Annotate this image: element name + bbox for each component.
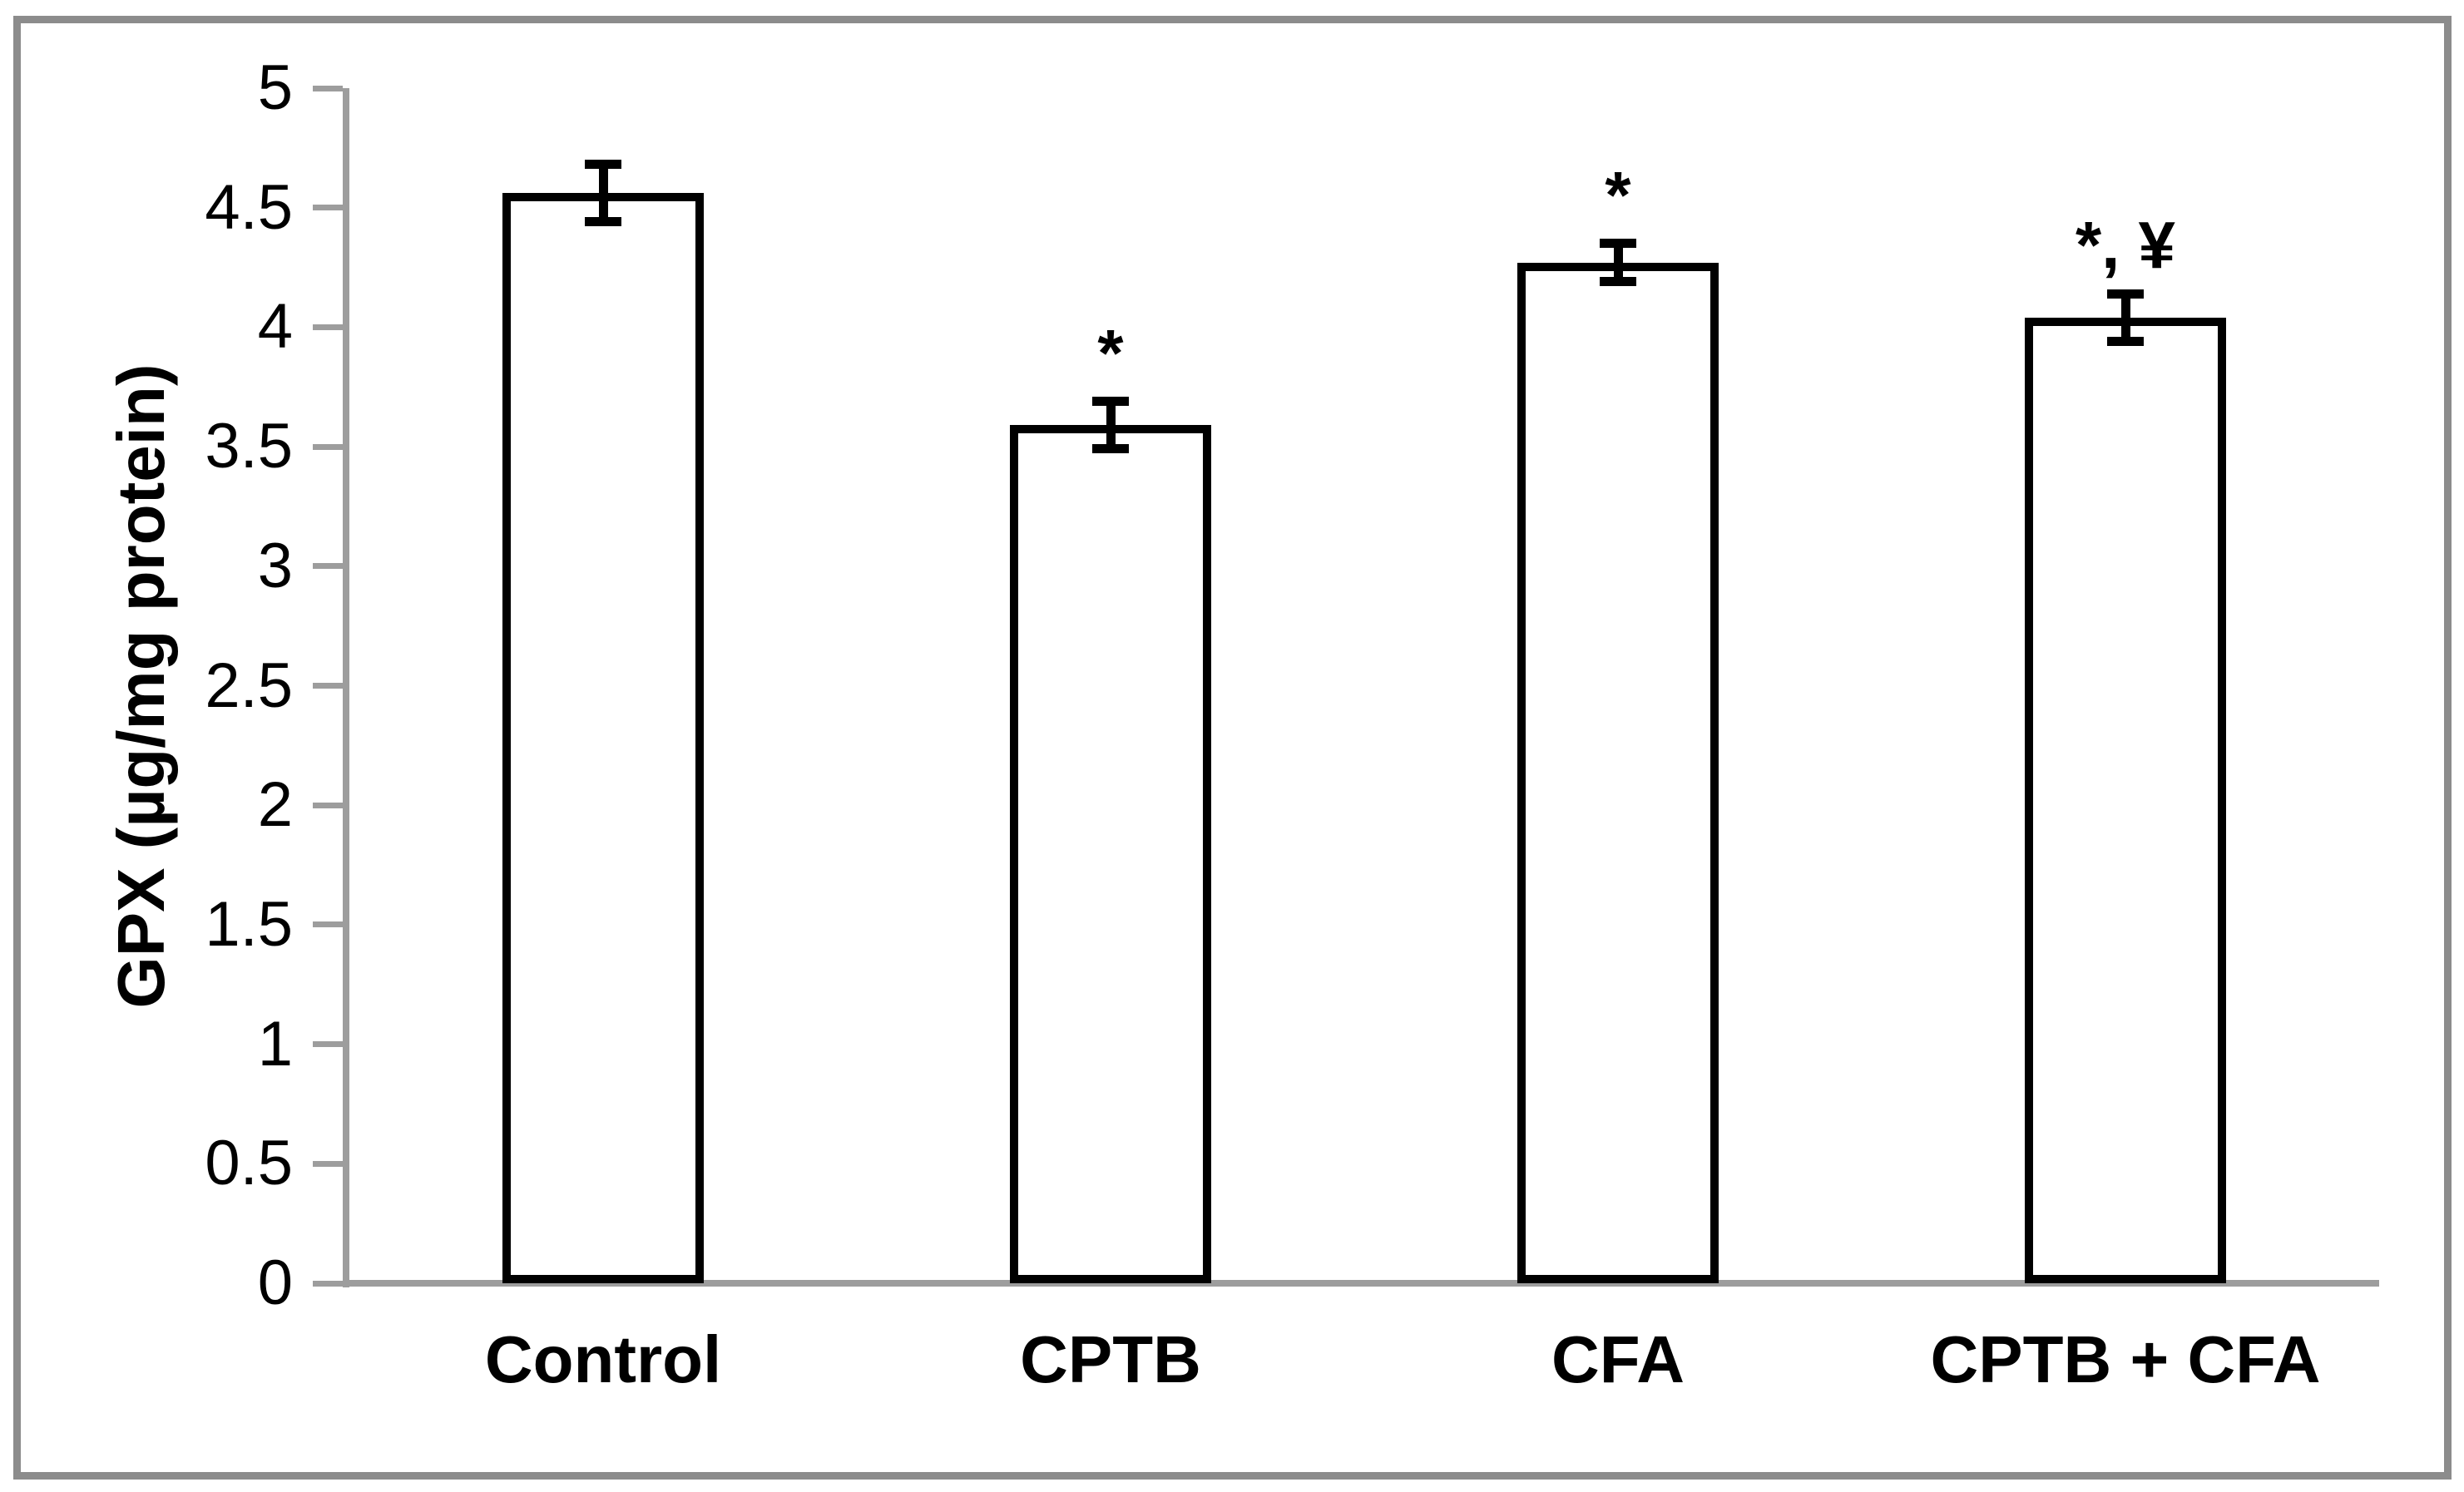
y-tick-label: 2 xyxy=(257,769,293,841)
error-bar-cap xyxy=(2107,289,2144,299)
error-bar-stem xyxy=(1613,243,1623,282)
bar-cptb-cfa xyxy=(2025,317,2226,1283)
significance-annotation: * xyxy=(1605,157,1631,232)
y-tick-mark xyxy=(313,563,343,570)
bar-cfa xyxy=(1517,262,1719,1283)
y-tick-mark xyxy=(313,921,343,928)
y-tick-mark xyxy=(313,1160,343,1167)
error-bar-cap xyxy=(1092,396,1129,406)
error-bar-cap xyxy=(1600,277,1636,287)
y-tick-label: 5 xyxy=(257,52,293,123)
y-tick-mark xyxy=(313,1041,343,1048)
y-tick-mark xyxy=(313,324,343,330)
y-axis-tick-labels: 0 0.5 1 1.5 2 2.5 3 3.5 4 4.5 5 xyxy=(0,55,293,1317)
x-category-label: CPTB + CFA xyxy=(1930,1322,2321,1396)
bar-control xyxy=(502,193,704,1283)
x-category-label: CFA xyxy=(1551,1322,1685,1396)
error-bar-cap xyxy=(1092,444,1129,454)
y-tick-label: 3.5 xyxy=(205,411,293,482)
significance-annotation: *, ¥ xyxy=(2075,208,2176,283)
x-category-label: CPTB xyxy=(1020,1322,1201,1396)
y-tick-label: 3 xyxy=(257,530,293,601)
y-tick-mark xyxy=(313,683,343,689)
error-bar-cap xyxy=(2107,337,2144,347)
error-bar-cap xyxy=(585,160,621,170)
plot-area: * * *, ¥ xyxy=(313,85,2379,1287)
y-tick-mark xyxy=(313,205,343,211)
bar-cptb xyxy=(1010,425,1211,1283)
figure-border xyxy=(13,16,2452,1480)
y-tick-mark xyxy=(313,1280,343,1287)
y-tick-label: 1 xyxy=(257,1008,293,1079)
y-tick-mark xyxy=(313,85,343,91)
x-category-label: Control xyxy=(484,1322,722,1396)
y-tick-label: 0.5 xyxy=(205,1128,293,1199)
y-tick-label: 1.5 xyxy=(205,888,293,960)
error-bar-cap xyxy=(1600,239,1636,249)
x-axis-line xyxy=(343,1280,2379,1287)
significance-annotation: * xyxy=(1097,315,1124,390)
x-axis-category-labels: Control CPTB CFA CPTB + CFA xyxy=(349,1325,2379,1425)
error-bar-stem xyxy=(2120,294,2130,342)
y-tick-mark xyxy=(313,443,343,450)
error-bar-cap xyxy=(585,217,621,227)
y-tick-label: 4.5 xyxy=(205,171,293,243)
y-tick-label: 2.5 xyxy=(205,650,293,721)
y-tick-label: 0 xyxy=(257,1247,293,1318)
error-bar-stem xyxy=(598,164,608,222)
y-axis-line xyxy=(343,88,349,1287)
error-bar-stem xyxy=(1106,401,1116,449)
y-tick-mark xyxy=(313,802,343,808)
y-tick-label: 4 xyxy=(257,291,293,363)
